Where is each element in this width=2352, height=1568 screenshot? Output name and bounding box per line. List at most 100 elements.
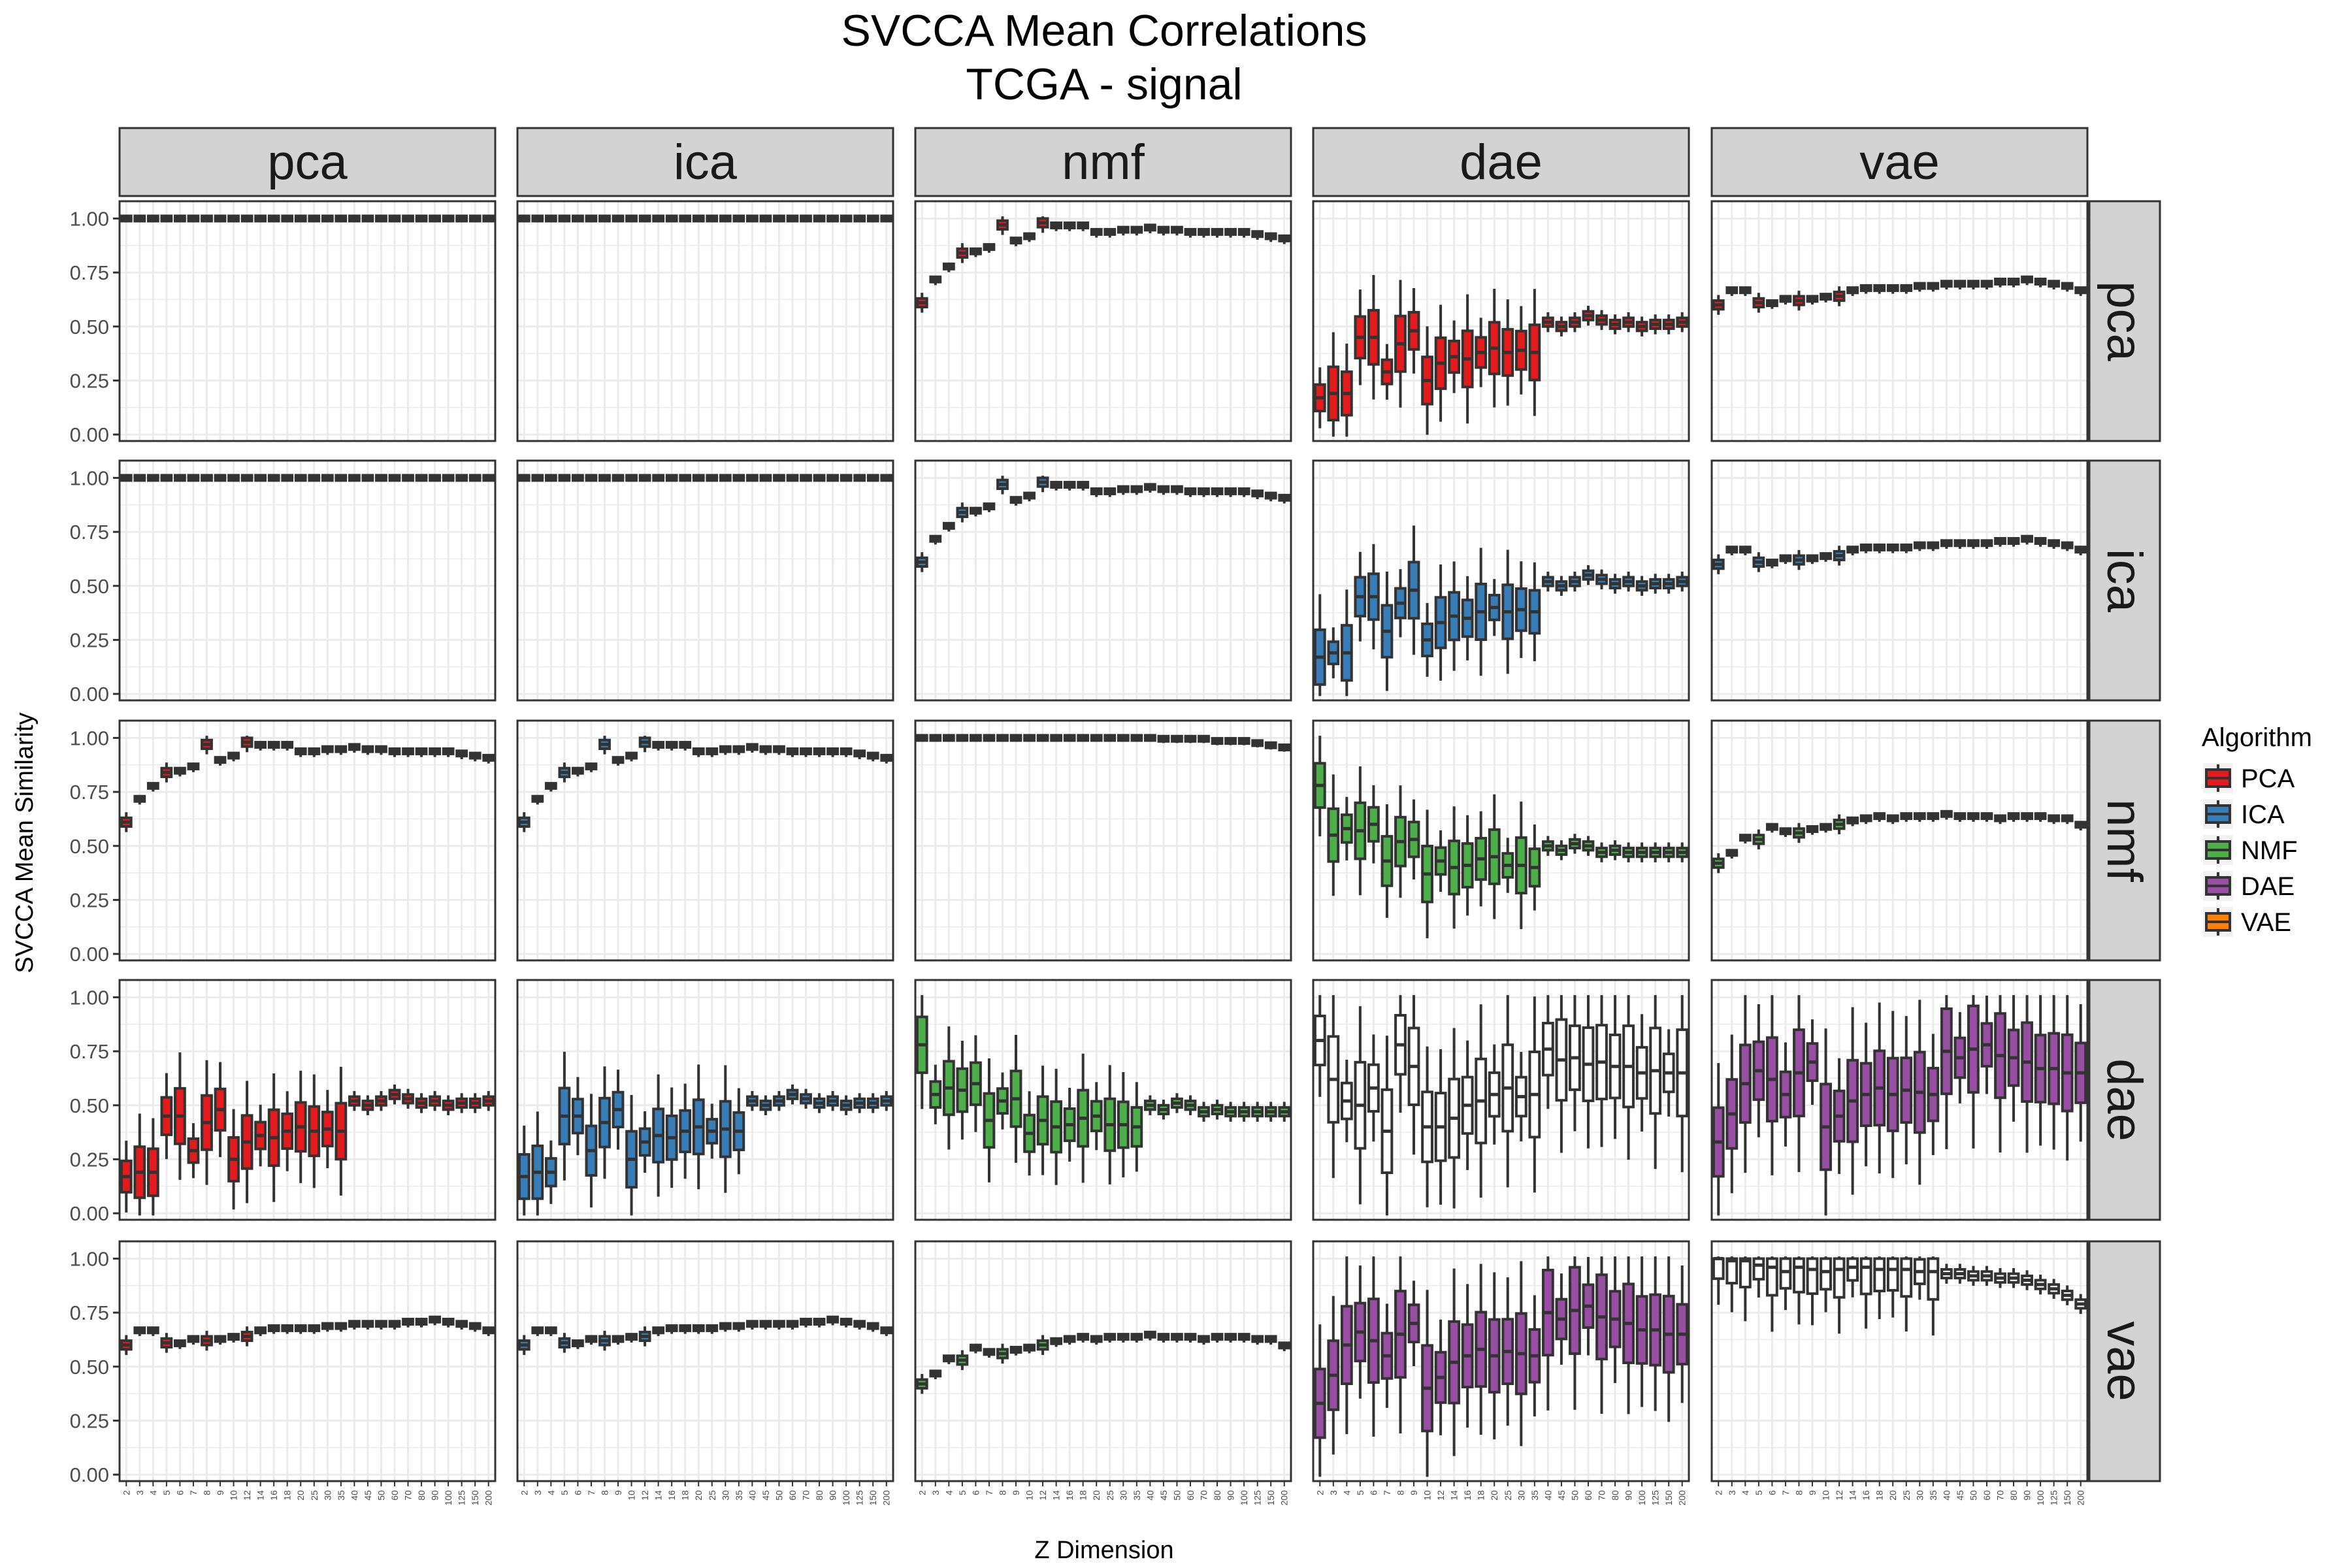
box-9: [1806, 295, 1819, 305]
box-100: [2034, 536, 2047, 547]
panel-border: [118, 200, 497, 442]
box-12: [1434, 304, 1447, 422]
box-4: [544, 1140, 557, 1204]
panel-border: [1312, 719, 1690, 962]
box-20: [692, 474, 705, 482]
box-8: [996, 1072, 1009, 1130]
box-3: [1725, 1034, 1739, 1194]
box-20: [1488, 794, 1501, 919]
box-10: [1023, 491, 1036, 502]
panel-background: [915, 721, 1291, 960]
box-3: [1725, 286, 1739, 296]
box-60: [1980, 812, 1993, 822]
box-30: [321, 745, 334, 755]
panel-background: [1712, 721, 2087, 960]
box-6: [1367, 1034, 1380, 1142]
x-tick-label: 25: [1901, 1490, 1912, 1501]
box-125: [455, 1320, 468, 1330]
panel-border: [118, 979, 497, 1221]
box-80: [1211, 1333, 1224, 1343]
box-7: [1779, 1256, 1792, 1311]
box-200: [2074, 1004, 2087, 1142]
box-150: [1264, 741, 1277, 750]
box-25: [1900, 812, 1913, 822]
box-3: [531, 1326, 544, 1336]
box-7: [585, 1094, 598, 1208]
box-4: [544, 1326, 557, 1336]
box-16: [1063, 1335, 1076, 1345]
box-40: [1541, 571, 1554, 592]
box-8: [598, 1330, 611, 1351]
box-60: [786, 1320, 799, 1330]
x-tick-label: 14: [1449, 1490, 1460, 1501]
box-6: [572, 474, 584, 482]
box-body: [1873, 1257, 1886, 1293]
box-16: [1461, 294, 1474, 424]
box-20: [1886, 284, 1899, 294]
x-tick-label: 7: [984, 1490, 994, 1495]
box-50: [1569, 571, 1581, 592]
box-90: [429, 214, 441, 223]
box-45: [759, 1095, 772, 1115]
box-12: [1833, 286, 1846, 306]
box-18: [1873, 1256, 1886, 1319]
box-125: [1649, 995, 1662, 1169]
box-35: [1927, 1034, 1940, 1156]
box-70: [1198, 227, 1210, 238]
x-tick-label: 40: [1941, 1490, 1952, 1501]
box-4: [544, 781, 557, 792]
box-90: [2021, 995, 2033, 1153]
x-tick-label: 16: [1064, 1490, 1075, 1501]
box-25: [308, 747, 321, 757]
box-5: [956, 1040, 969, 1140]
box-25: [1900, 1256, 1913, 1332]
box-80: [813, 1317, 826, 1328]
box-25: [706, 747, 719, 757]
x-tick-label: 6: [174, 1490, 185, 1495]
row-strip-dae: [2088, 979, 2161, 1221]
box-45: [759, 214, 772, 223]
box-50: [1171, 225, 1183, 236]
box-25: [1501, 549, 1514, 674]
x-tick-label: 45: [1955, 1490, 1965, 1501]
box-50: [1171, 1093, 1183, 1113]
box-10: [1421, 1046, 1433, 1207]
panel-background: [120, 201, 495, 441]
box-16: [1063, 221, 1076, 231]
box-80: [2007, 1267, 2020, 1288]
x-tick-label: 20: [1887, 1490, 1898, 1501]
box-5: [1752, 552, 1765, 572]
box-200: [1278, 1102, 1291, 1122]
box-18: [679, 214, 692, 223]
box-90: [429, 474, 441, 482]
box-20: [1886, 814, 1899, 825]
x-tick-label: 6: [970, 1490, 981, 1495]
box-40: [348, 214, 361, 223]
box-3: [531, 794, 544, 805]
box-70: [1198, 734, 1210, 743]
box-70: [1994, 277, 2006, 287]
box-18: [1873, 284, 1886, 294]
box-20: [294, 474, 307, 482]
box-3: [1327, 1296, 1340, 1455]
box-body: [1806, 1257, 1819, 1296]
box-7: [1779, 827, 1792, 838]
box-4: [146, 214, 159, 223]
box-60: [786, 1085, 799, 1105]
panel-background: [915, 461, 1291, 700]
box-3: [929, 275, 942, 286]
x-tick-label: 7: [586, 1490, 596, 1495]
box-body: [1779, 1257, 1792, 1290]
panel-ica-dae: [1312, 459, 1690, 702]
box-90: [826, 214, 839, 223]
box-18: [1475, 1264, 1488, 1435]
box-90: [826, 747, 839, 757]
box-200: [880, 753, 893, 764]
box-125: [1251, 230, 1264, 240]
box-8: [201, 1330, 213, 1351]
row-strip-label-nmf: nmf: [2097, 799, 2152, 883]
box-6: [572, 214, 584, 223]
box-100: [1635, 576, 1648, 596]
box-10: [1820, 1256, 1832, 1313]
box-150: [1264, 491, 1277, 502]
